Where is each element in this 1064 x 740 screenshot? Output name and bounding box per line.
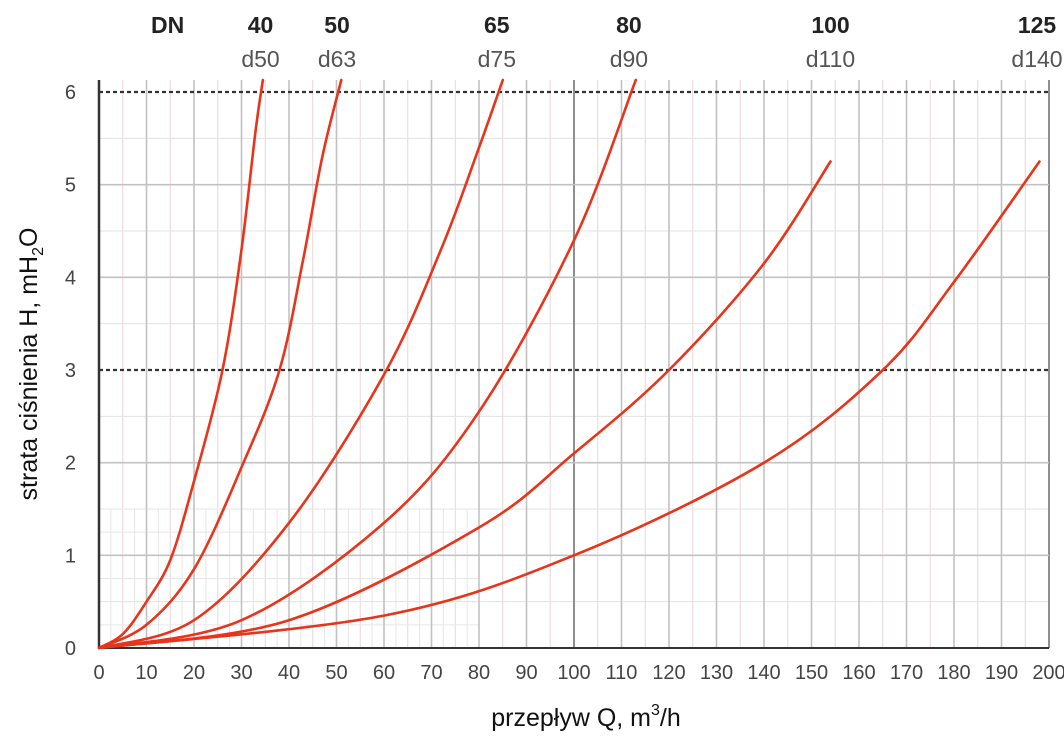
x-axis-title-tail: /h	[660, 704, 681, 732]
x-tick-label: 140	[747, 662, 780, 684]
x-tick-label: 80	[468, 662, 490, 684]
x-tick-label: 120	[652, 662, 685, 684]
dn-label-50: 50	[324, 12, 350, 38]
y-axis-title: strata ciśnienia H, mH2O	[15, 228, 47, 501]
y-tick-label: 1	[65, 545, 76, 567]
x-axis-title: przepływ Q, m3/h	[491, 702, 681, 732]
y-tick-label: 4	[65, 267, 76, 289]
series-line-dn65	[97, 78, 505, 650]
y-axis-title-tail: O	[15, 228, 43, 247]
x-tick-label: 170	[890, 662, 923, 684]
x-tick-labels: 0 10 20 30 40 50 60 70 80 90 100 110 120 130 140 150 160…	[93, 662, 1064, 684]
x-axis-title-main: przepływ Q, m	[491, 704, 651, 732]
diameter-label-125: d140	[1011, 46, 1062, 72]
y-tick-label: 6	[65, 82, 76, 104]
diameter-label-50: d63	[318, 46, 356, 72]
series-line-dn40	[97, 78, 265, 650]
x-tick-label: 10	[135, 662, 157, 684]
x-tick-label: 100	[557, 662, 590, 684]
x-tick-label: 60	[373, 662, 395, 684]
y-axis-title-main: strata ciśnienia H, mH	[15, 256, 43, 501]
x-tick-label: 0	[93, 662, 104, 684]
dn-label-65: 65	[484, 12, 510, 38]
series-line-dn50	[97, 78, 343, 650]
dn-label-40: 40	[248, 12, 274, 38]
x-tick-label: 110	[606, 662, 638, 684]
series-curves	[97, 78, 1041, 650]
major-grid	[99, 80, 1050, 648]
x-tick-label: 20	[183, 662, 205, 684]
x-tick-label: 180	[937, 662, 970, 684]
x-tick-label: 160	[842, 662, 875, 684]
x-tick-label: 50	[325, 662, 347, 684]
series-line-dn100	[97, 160, 832, 650]
x-tick-label: 30	[230, 662, 252, 684]
reference-lines	[99, 90, 1049, 372]
x-tick-label: 200	[1032, 662, 1064, 684]
y-tick-labels: 0 1 2 3 4 5 6	[65, 82, 76, 660]
x-tick-label: 190	[985, 662, 1018, 684]
x-tick-label: 150	[795, 662, 828, 684]
dn-label-80: 80	[616, 12, 642, 38]
series-line-dn80	[97, 78, 638, 650]
dn-header-label: DN	[151, 12, 184, 38]
y-tick-label: 0	[65, 638, 76, 660]
x-tick-label: 70	[420, 662, 442, 684]
diameter-label-65: d75	[478, 46, 516, 72]
dn-label-100: 100	[811, 12, 849, 38]
diameter-label-100: d110	[806, 46, 855, 72]
y-tick-label: 5	[65, 175, 76, 197]
diameter-label-80: d90	[610, 46, 648, 72]
y-tick-label: 3	[65, 360, 76, 382]
pipe-size-headers: 40 d50 50 d63 65 d75 80 d90 100 d110 125 d140	[241, 12, 1062, 72]
x-axis-title-sup: 3	[651, 702, 660, 719]
x-tick-label: 130	[700, 662, 733, 684]
series-line-dn125	[97, 160, 1041, 650]
x-tick-label: 90	[515, 662, 537, 684]
dn-label-125: 125	[1018, 12, 1057, 38]
x-tick-label: 40	[278, 662, 300, 684]
diameter-label-40: d50	[241, 46, 279, 72]
y-axis-title-sub: 2	[30, 247, 47, 256]
y-tick-label: 2	[65, 453, 76, 475]
